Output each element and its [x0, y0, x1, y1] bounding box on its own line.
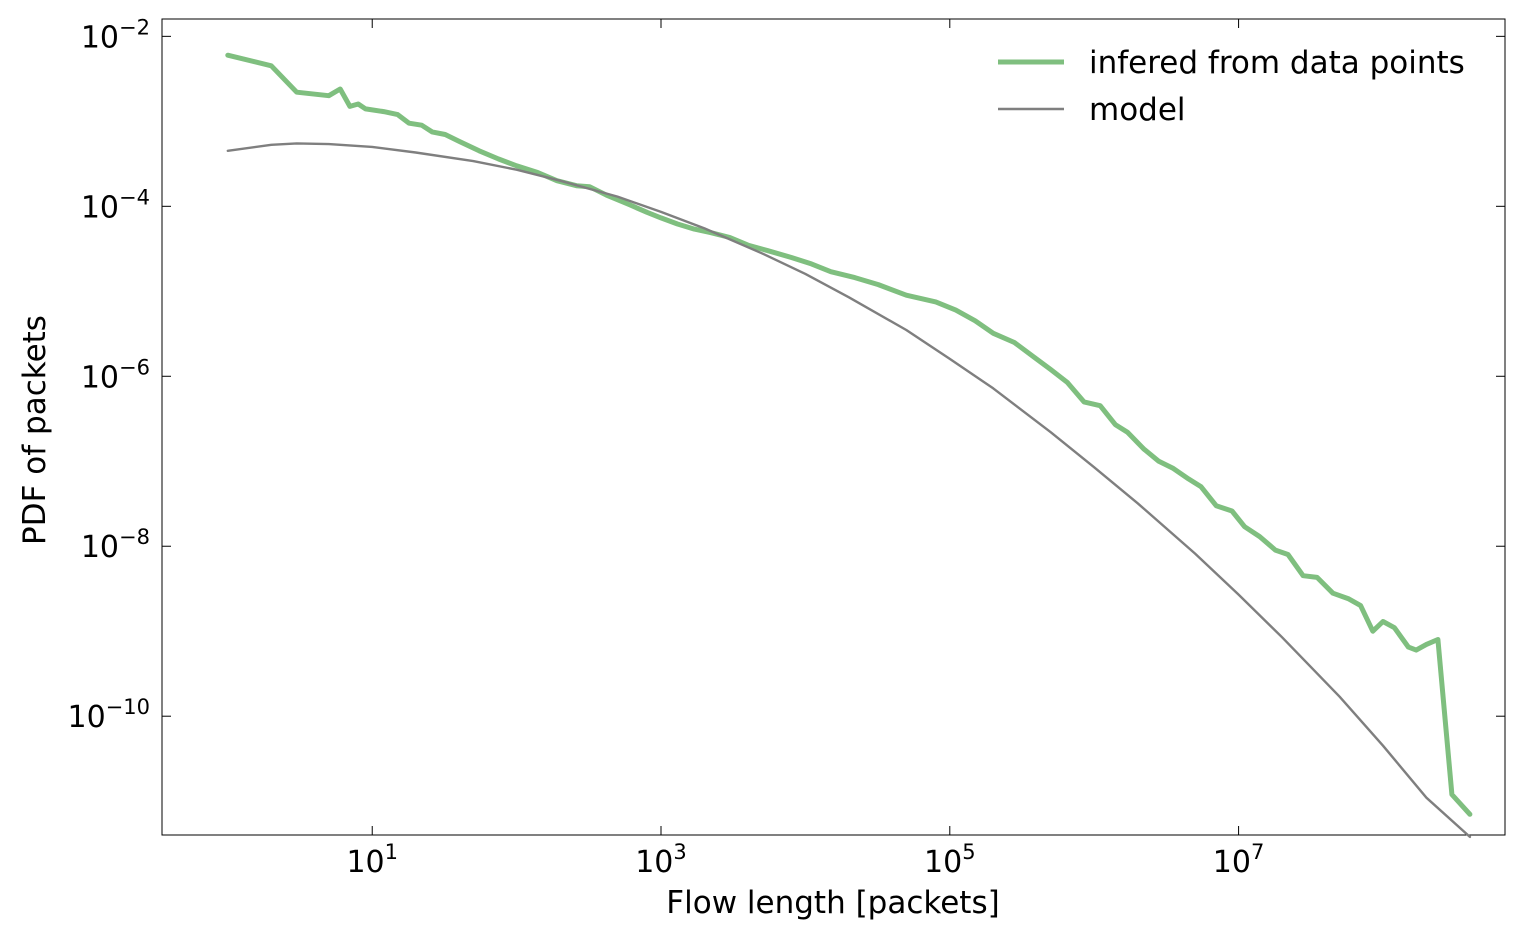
- x-axis-ticks: 101 103 105 107: [346, 19, 1264, 880]
- y-axis-ticks: 10−2 10−4 10−6 10−8 10−10: [67, 15, 1505, 735]
- legend-label: infered from data points: [1089, 45, 1465, 81]
- x-tick-label: 105: [924, 840, 976, 880]
- x-tick-label: 107: [1213, 840, 1265, 880]
- series-line-inferred: [225, 52, 1473, 817]
- y-tick-label: 10−2: [81, 15, 150, 55]
- legend-label: model: [1089, 92, 1186, 128]
- y-tick-label: 10−6: [81, 355, 150, 395]
- x-axis-label: Flow length [packets]: [666, 885, 999, 921]
- series-line-model: [226, 142, 1472, 839]
- legend: infered from data points model: [998, 45, 1465, 128]
- y-tick-label: 10−8: [81, 525, 150, 565]
- x-tick-label: 101: [346, 840, 398, 880]
- y-tick-label: 10−4: [81, 185, 150, 225]
- series-layer: [225, 52, 1473, 839]
- y-tick-label: 10−10: [67, 695, 150, 735]
- y-axis-label: PDF of packets: [17, 315, 53, 545]
- plot-area: [161, 18, 1506, 836]
- x-tick-label: 103: [635, 840, 687, 880]
